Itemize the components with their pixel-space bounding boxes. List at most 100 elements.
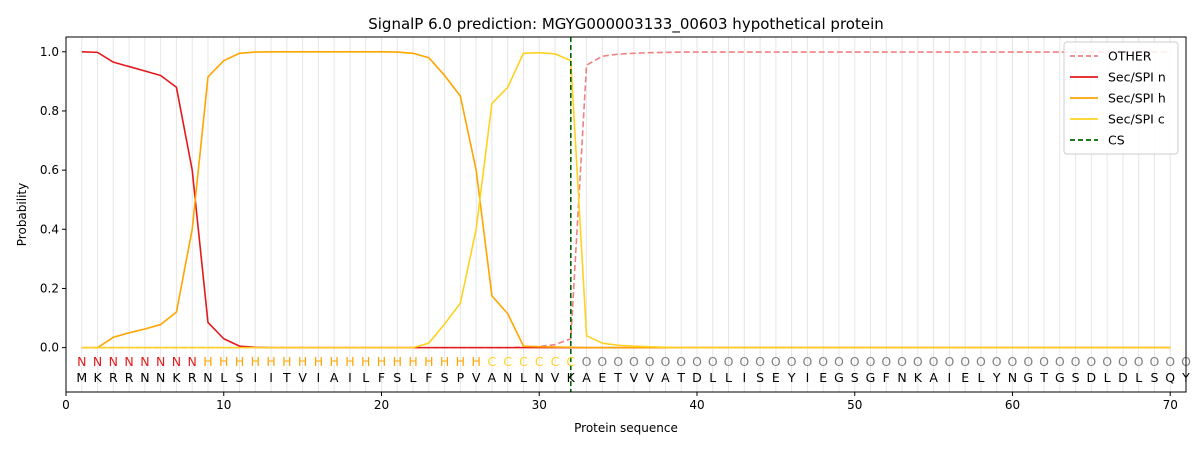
legend-box (1063, 41, 1179, 155)
legend-label: Sec/SPI n (1108, 70, 1166, 85)
region-label: O (755, 354, 765, 369)
sequence-letter: L (220, 370, 227, 385)
region-label: H (440, 354, 449, 369)
sequence-letter: G (866, 370, 876, 385)
sequence-letter: T (282, 370, 291, 385)
x-axis-title: Protein sequence (574, 421, 678, 435)
sequence-letter: K (567, 370, 576, 385)
series-lines (81, 37, 1171, 392)
sequence-letter: I (948, 370, 952, 385)
sequence-letter: N (503, 370, 512, 385)
region-label: O (866, 354, 876, 369)
region-label: H (329, 354, 338, 369)
sequence-letter: L (520, 370, 527, 385)
sequence-letter: V (298, 370, 307, 385)
sequence-letter: N (140, 370, 149, 385)
sequence-letter: Y (992, 370, 1001, 385)
region-label: H (219, 354, 228, 369)
sequence-letter: S (236, 370, 244, 385)
sequence-letter: N (535, 370, 544, 385)
region-label: H (456, 354, 465, 369)
sequence-letter: A (330, 370, 339, 385)
region-label: O (613, 354, 623, 369)
plot-frame (65, 36, 1187, 393)
region-label: N (188, 354, 197, 369)
sequence-letter: S (1072, 370, 1080, 385)
x-tick-label: 30 (532, 398, 547, 412)
region-label: O (802, 354, 812, 369)
region-label: N (109, 354, 118, 369)
sequence-letter: T (613, 370, 622, 385)
legend-label: Sec/SPI c (1108, 112, 1165, 127)
region-label: O (897, 354, 907, 369)
region-label: C (535, 354, 544, 369)
region-label: H (235, 354, 244, 369)
sequence-letter: R (109, 370, 118, 385)
region-label: N (172, 354, 181, 369)
sequence-letter: V (551, 370, 560, 385)
region-label: O (1071, 354, 1081, 369)
sequence-letter: E (598, 370, 606, 385)
region-label: O (1134, 354, 1144, 369)
region-label: O (582, 354, 592, 369)
x-tick-label: 10 (216, 398, 231, 412)
sequence-letter: D (1087, 370, 1097, 385)
region-label: O (1055, 354, 1065, 369)
sequence-letter: S (441, 370, 449, 385)
x-tick-label: 60 (1005, 398, 1020, 412)
region-label: H (408, 354, 417, 369)
x-tick-label: 40 (689, 398, 704, 412)
sequence-letter: M (76, 370, 87, 385)
region-label: O (1023, 354, 1033, 369)
region-label: O (708, 354, 718, 369)
region-label: O (629, 354, 639, 369)
grid-lines (81, 37, 1171, 392)
sequence-letter: F (378, 370, 385, 385)
region-label: N (140, 354, 149, 369)
region-label: H (266, 354, 275, 369)
region-label: O (881, 354, 891, 369)
y-tick-label: 0.4 (40, 222, 59, 236)
sequence-letter: L (410, 370, 417, 385)
region-label: O (676, 354, 686, 369)
sequence-letter: P (457, 370, 465, 385)
region-label: N (93, 354, 102, 369)
sequence-letter: A (582, 370, 591, 385)
region-label: H (251, 354, 260, 369)
sequence-letter: V (645, 370, 654, 385)
region-label: H (377, 354, 386, 369)
region-label: H (424, 354, 433, 369)
sequence-letter: I (269, 370, 273, 385)
sequence-letter: K (172, 370, 181, 385)
region-label: H (345, 354, 354, 369)
region-label: O (960, 354, 970, 369)
y-axis-title: Probability (15, 183, 29, 246)
y-tick-label: 0.0 (40, 341, 59, 355)
region-label: N (77, 354, 86, 369)
sequence-letter: Y (787, 370, 796, 385)
sequence-letter: L (725, 370, 732, 385)
region-label: O (692, 354, 702, 369)
sequence-letter: S (393, 370, 401, 385)
chart-title: SignalP 6.0 prediction: MGYG000003133_00… (368, 15, 884, 34)
region-label: O (1118, 354, 1128, 369)
sequence-letter: R (188, 370, 197, 385)
region-label: O (929, 354, 939, 369)
region-label: O (1086, 354, 1096, 369)
sequence-letter: D (692, 370, 702, 385)
sequence-letter: G (1055, 370, 1065, 385)
region-label: H (282, 354, 291, 369)
sequence-letter: N (1008, 370, 1017, 385)
region-label: O (850, 354, 860, 369)
x-tick-label: 50 (847, 398, 862, 412)
sequence-letter: F (425, 370, 432, 385)
sequence-letter: S (851, 370, 859, 385)
region-label: H (393, 354, 402, 369)
region-label: H (361, 354, 370, 369)
region-label: N (124, 354, 133, 369)
axis-ticks: 0 10 20 30 40 50 60 70 0.0 0.2 0.4 0.6 0.8 1.0 (40, 45, 1178, 412)
sequence-letter: S (1150, 370, 1158, 385)
region-label: O (834, 354, 844, 369)
